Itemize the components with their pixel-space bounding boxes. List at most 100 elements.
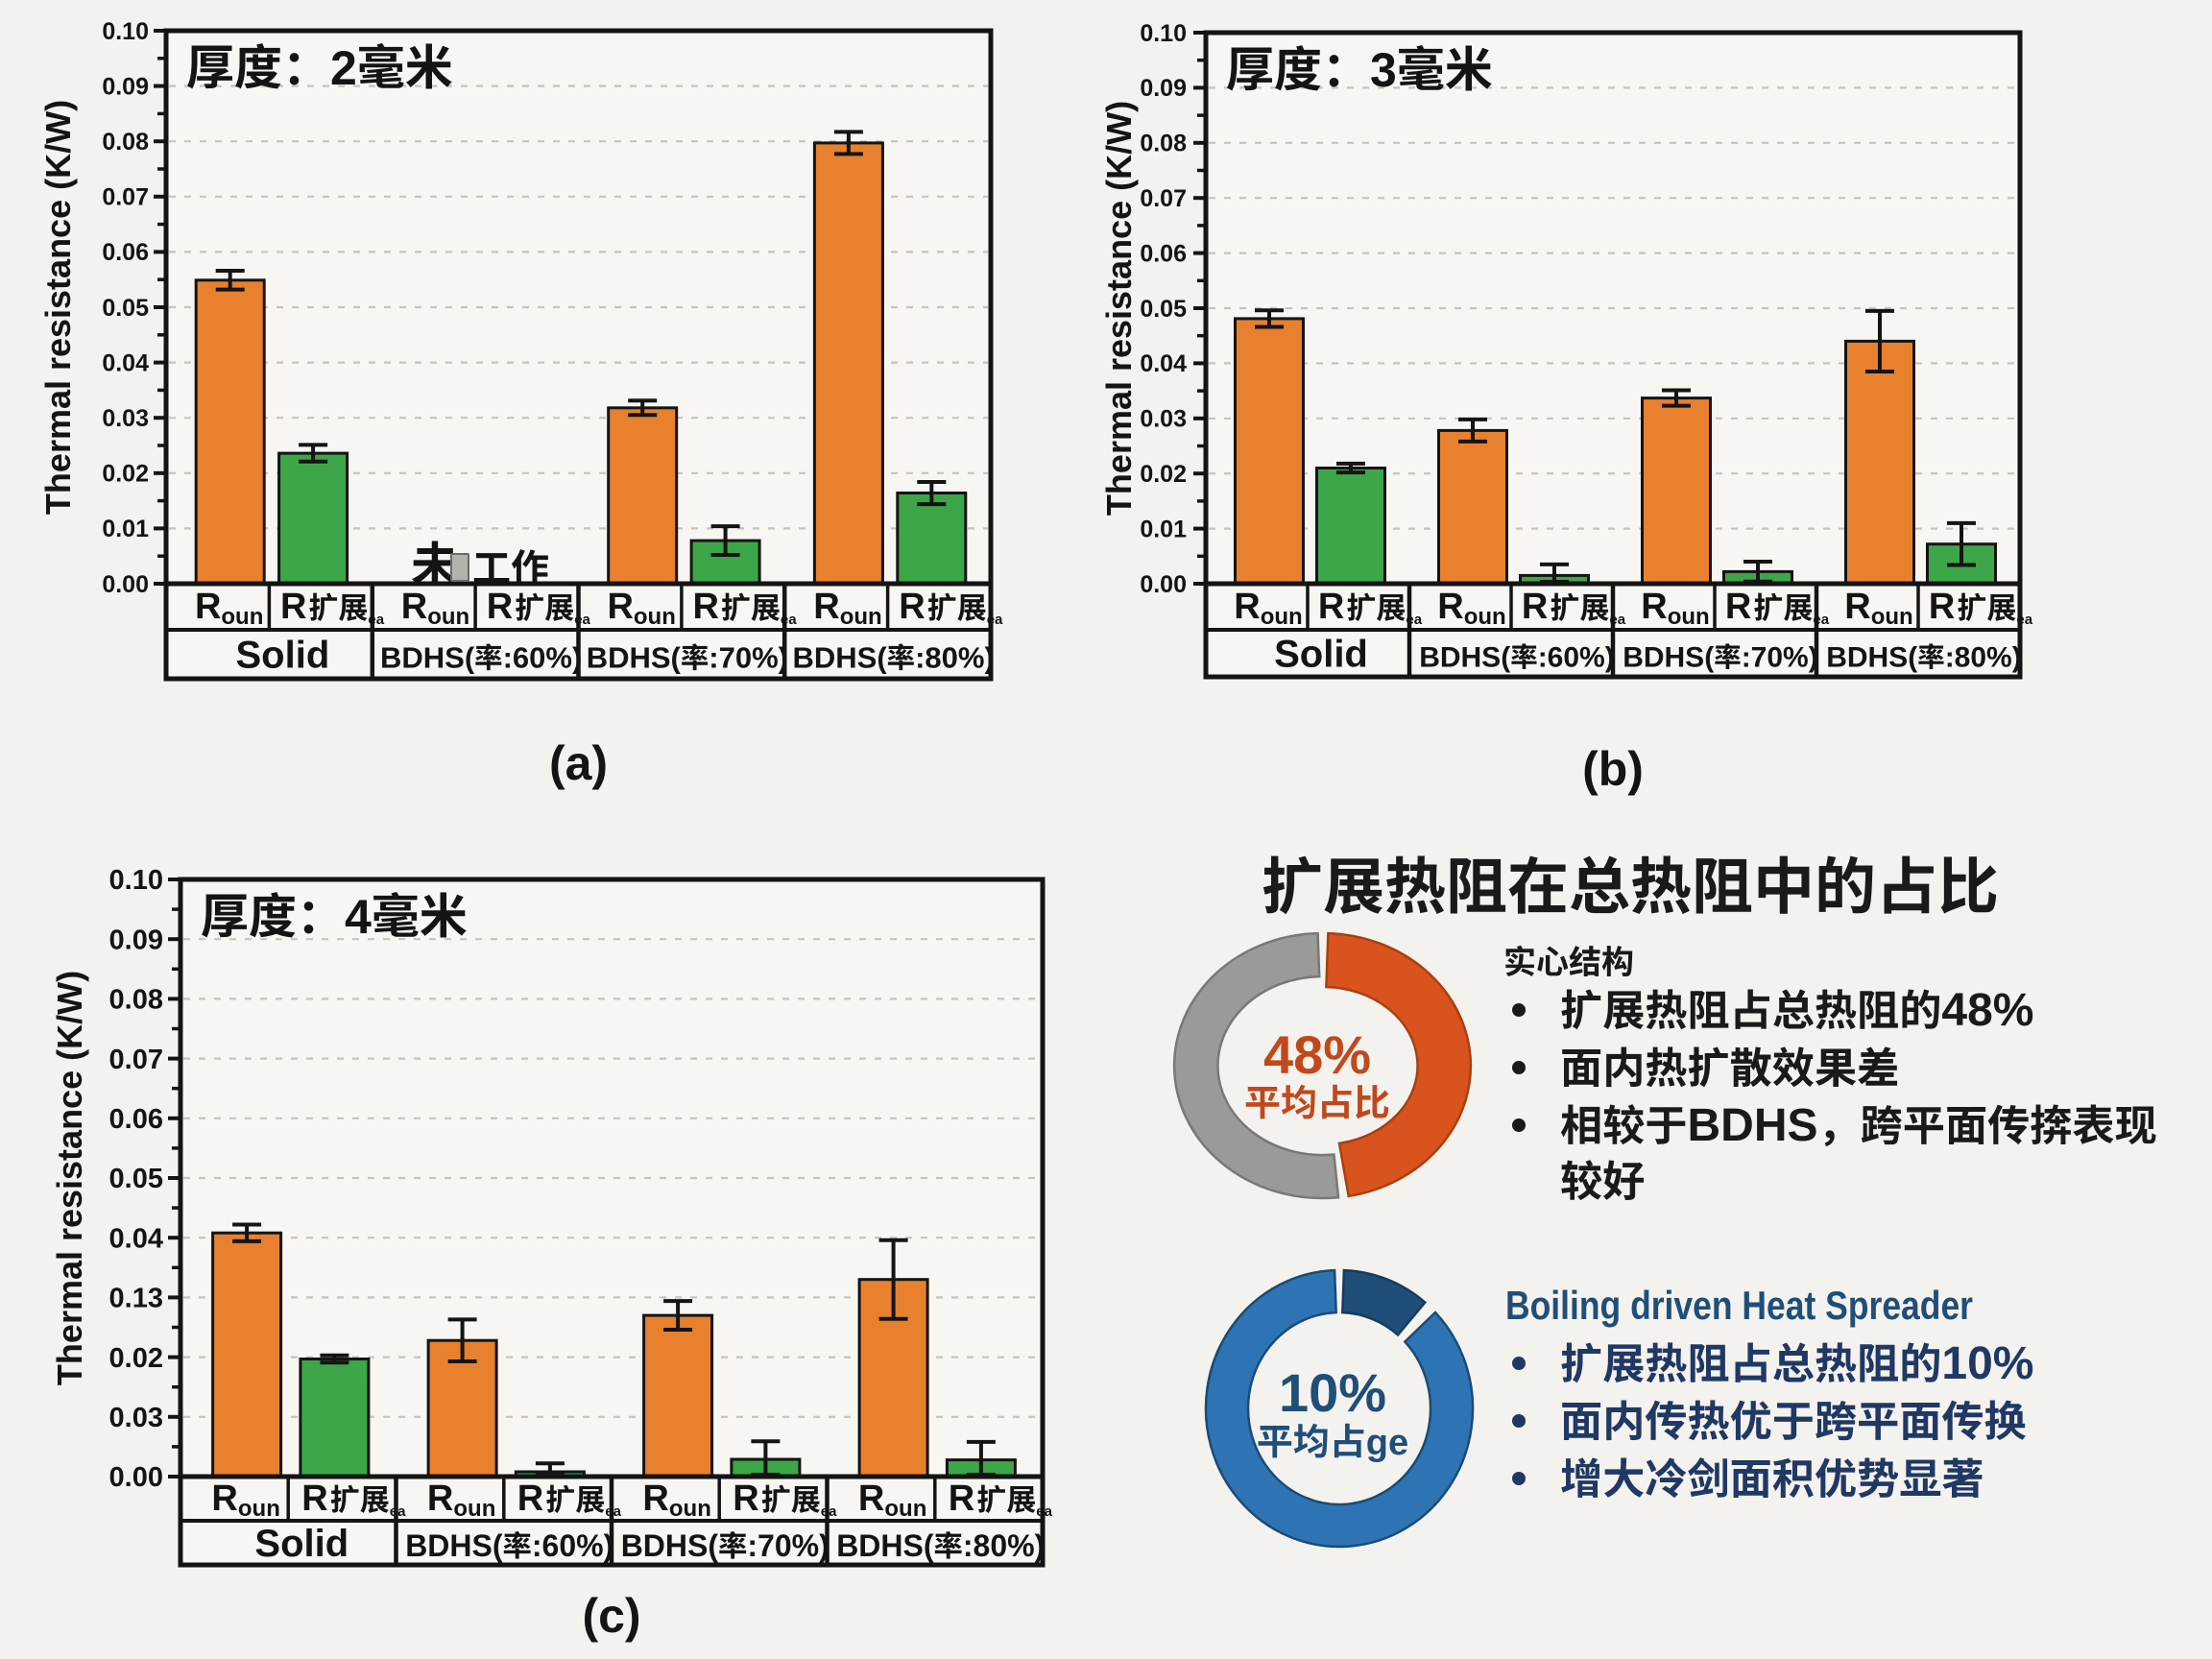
svg-text:0.08: 0.08 [102, 129, 149, 156]
svg-text::70%): :70%) [709, 641, 788, 675]
svg-text:R: R [280, 587, 306, 627]
svg-text:ea: ea [368, 612, 384, 628]
svg-text:(a): (a) [549, 736, 608, 790]
svg-text:R: R [301, 1479, 327, 1519]
svg-text:0.07: 0.07 [109, 1045, 163, 1075]
svg-text::70%): :70%) [1742, 642, 1818, 674]
svg-text:0.02: 0.02 [109, 1343, 163, 1374]
svg-text:0.03: 0.03 [109, 1403, 163, 1433]
svg-text:R: R [813, 587, 839, 627]
svg-text:ea: ea [574, 612, 590, 628]
svg-text:0.09: 0.09 [109, 925, 163, 955]
svg-text:0.10: 0.10 [109, 865, 163, 896]
svg-text:BDHS(: BDHS( [405, 1528, 503, 1563]
svg-text:0.04: 0.04 [109, 1223, 163, 1254]
svg-text:ea: ea [390, 1503, 406, 1520]
svg-text:oun: oun [1871, 604, 1913, 630]
svg-text:BDHS(: BDHS( [587, 641, 682, 675]
svg-text:ea: ea [781, 612, 797, 628]
svg-text:Thermal resistance (K/W): Thermal resistance (K/W) [1099, 101, 1139, 516]
svg-text:0.09: 0.09 [1140, 75, 1187, 102]
svg-text:BDHS(: BDHS( [380, 641, 475, 675]
svg-text:oun: oun [840, 604, 882, 630]
svg-text:R: R [1437, 587, 1463, 627]
svg-text:0.06: 0.06 [1140, 240, 1187, 267]
svg-text:R: R [401, 587, 427, 627]
svg-text:R: R [608, 587, 634, 627]
svg-text:R: R [733, 1479, 758, 1519]
svg-text:BDHS(: BDHS( [793, 641, 888, 675]
svg-text:R: R [1725, 587, 1751, 627]
svg-text:0.10: 0.10 [102, 18, 149, 45]
svg-text:ea: ea [987, 612, 1003, 628]
svg-text:BDHS(: BDHS( [1623, 642, 1714, 674]
svg-text:R: R [487, 587, 513, 627]
svg-text:48%: 48% [1263, 1024, 1371, 1085]
svg-text:oun: oun [1261, 604, 1303, 630]
svg-text:R: R [1234, 587, 1260, 627]
svg-text:0.08: 0.08 [1140, 131, 1187, 157]
svg-text:0.06: 0.06 [109, 1104, 163, 1135]
svg-text:2: 2 [330, 41, 357, 95]
svg-text:R: R [1844, 587, 1870, 627]
svg-text:oun: oun [238, 1496, 280, 1522]
svg-text:0.01: 0.01 [102, 516, 149, 542]
svg-text:R: R [1641, 587, 1667, 627]
svg-text:oun: oun [427, 604, 469, 630]
svg-text:R: R [1929, 587, 1955, 627]
svg-text:R: R [899, 587, 925, 627]
svg-text:0.00: 0.00 [1140, 571, 1187, 598]
svg-text::70%): :70%) [747, 1528, 829, 1563]
svg-text:ea: ea [2016, 612, 2032, 628]
svg-text:0.03: 0.03 [102, 405, 149, 432]
svg-text:BDHS(: BDHS( [621, 1528, 719, 1563]
svg-text:oun: oun [669, 1496, 711, 1522]
svg-text:0.04: 0.04 [102, 349, 149, 376]
svg-text:(c): (c) [582, 1589, 640, 1643]
svg-text:ge: ge [1366, 1423, 1408, 1463]
svg-text:oun: oun [453, 1496, 495, 1522]
svg-text::60%): :60%) [503, 641, 583, 675]
svg-text:oun: oun [884, 1496, 926, 1522]
svg-text:R: R [642, 1479, 668, 1519]
svg-text:0.03: 0.03 [1140, 406, 1187, 433]
svg-text:BDHS: BDHS [1688, 1100, 1818, 1151]
svg-text:10%: 10% [1941, 1338, 2033, 1389]
svg-text:3: 3 [1370, 43, 1397, 97]
svg-text:4: 4 [345, 890, 372, 944]
svg-text:0.02: 0.02 [1140, 461, 1187, 488]
svg-text:48%: 48% [1941, 985, 2033, 1036]
svg-text:R: R [211, 1479, 237, 1519]
svg-text::60%): :60%) [532, 1528, 613, 1563]
svg-text::60%): :60%) [1538, 642, 1615, 674]
svg-text:0.01: 0.01 [1140, 516, 1187, 542]
svg-text:Boiling driven Heat Spreader: Boiling driven Heat Spreader [1505, 1283, 1973, 1328]
svg-text::80%): :80%) [1945, 642, 2022, 674]
svg-text:R: R [949, 1479, 974, 1519]
svg-text:BDHS(: BDHS( [1419, 642, 1510, 674]
svg-text::80%): :80%) [915, 641, 995, 675]
svg-text:0.00: 0.00 [109, 1462, 163, 1493]
svg-text:R: R [517, 1479, 543, 1519]
svg-text:0.05: 0.05 [109, 1164, 163, 1194]
svg-text:R: R [1522, 587, 1548, 627]
svg-text:R: R [693, 587, 719, 627]
svg-text::80%): :80%) [963, 1528, 1045, 1563]
svg-text:0.00: 0.00 [102, 571, 149, 598]
svg-text:0.05: 0.05 [102, 295, 149, 322]
svg-text:ea: ea [1036, 1503, 1052, 1520]
svg-text:0.08: 0.08 [109, 985, 163, 1016]
svg-text:oun: oun [1464, 604, 1506, 630]
svg-text:(b): (b) [1582, 742, 1644, 796]
svg-text:ea: ea [821, 1503, 837, 1520]
svg-text:R: R [195, 587, 221, 627]
svg-text:0.13: 0.13 [109, 1284, 163, 1314]
svg-text:0.10: 0.10 [1140, 20, 1187, 47]
svg-text:R: R [427, 1479, 453, 1519]
svg-text:Solid: Solid [236, 635, 330, 677]
svg-text:0.07: 0.07 [102, 184, 149, 211]
svg-text:0.09: 0.09 [102, 73, 149, 100]
svg-text:0.02: 0.02 [102, 461, 149, 488]
svg-text:oun: oun [221, 604, 263, 630]
svg-text:0.05: 0.05 [1140, 296, 1187, 323]
